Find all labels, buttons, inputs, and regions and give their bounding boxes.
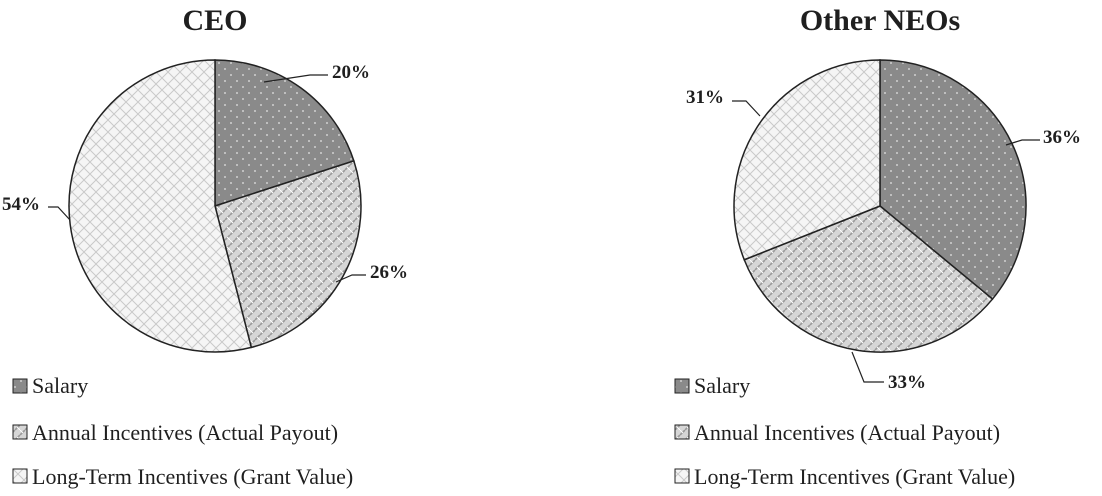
legend-swatch-annual-incentives bbox=[12, 424, 28, 440]
legend-label-long-term-incentives: Long-Term Incentives (Grant Value) bbox=[32, 464, 353, 489]
legend-item-annual-incentives: Annual Incentives (Actual Payout) bbox=[674, 420, 1000, 445]
legend-label-salary: Salary bbox=[694, 373, 750, 398]
legend-ceo: Salary Annual Incentives (Actual Payout)… bbox=[12, 373, 353, 489]
legend-swatch-salary bbox=[674, 378, 690, 394]
leader-line-annual-incentives bbox=[335, 274, 366, 283]
legend-item-long-term-incentives: Long-Term Incentives (Grant Value) bbox=[674, 464, 1015, 489]
pie-slice-annual-incentives bbox=[214, 159, 362, 349]
pie-slice-salary bbox=[214, 59, 355, 208]
data-label-long-term-incentives: 54% bbox=[2, 194, 40, 215]
pie-other-neos bbox=[733, 59, 1027, 353]
pie-ceo bbox=[68, 59, 362, 353]
leader-line-salary bbox=[263, 74, 328, 83]
data-label-salary: 20% bbox=[332, 62, 370, 83]
legend-swatch-annual-incentives bbox=[674, 424, 690, 440]
legend-other-neos: Salary Annual Incentives (Actual Payout)… bbox=[674, 373, 1015, 489]
chart-title: CEO bbox=[182, 4, 247, 37]
pie-slice-salary bbox=[879, 59, 1027, 301]
data-label-annual-incentives: 26% bbox=[370, 262, 408, 283]
legend-swatch-long-term-incentives bbox=[674, 468, 690, 484]
data-label-long-term-incentives: 31% bbox=[686, 87, 724, 108]
pie-ceo-labels: 20% 26% 54% bbox=[2, 62, 408, 283]
legend-swatch-long-term-incentives bbox=[12, 468, 28, 484]
pie-slice-annual-incentives bbox=[743, 205, 994, 353]
chart-other-neos: Other NEOs 36% 33% 31% Salary Annual Incen… bbox=[674, 4, 1081, 489]
data-label-annual-incentives: 33% bbox=[888, 372, 926, 393]
pie-other-neos-labels: 36% 33% 31% bbox=[686, 87, 1081, 393]
legend-item-salary: Salary bbox=[12, 373, 88, 398]
pie-slice-long-term-incentives bbox=[733, 59, 881, 261]
leader-line-salary bbox=[1005, 139, 1040, 146]
pie-slice-long-term-incentives bbox=[68, 59, 253, 353]
legend-swatch-salary bbox=[12, 378, 28, 394]
legend-item-annual-incentives: Annual Incentives (Actual Payout) bbox=[12, 420, 338, 445]
legend-label-annual-incentives: Annual Incentives (Actual Payout) bbox=[32, 420, 338, 445]
chart-title: Other NEOs bbox=[800, 4, 960, 37]
leader-line-long-term-incentives bbox=[732, 100, 761, 117]
chart-ceo: CEO 20% 26% 54% Salary Annual Incentives (… bbox=[2, 4, 408, 489]
leader-line-annual-incentives bbox=[851, 351, 884, 383]
leader-line-long-term-incentives bbox=[48, 206, 71, 221]
legend-label-salary: Salary bbox=[32, 373, 88, 398]
data-label-salary: 36% bbox=[1043, 127, 1081, 148]
legend-item-salary: Salary bbox=[674, 373, 750, 398]
legend-label-long-term-incentives: Long-Term Incentives (Grant Value) bbox=[694, 464, 1015, 489]
legend-label-annual-incentives: Annual Incentives (Actual Payout) bbox=[694, 420, 1000, 445]
legend-item-long-term-incentives: Long-Term Incentives (Grant Value) bbox=[12, 464, 353, 489]
